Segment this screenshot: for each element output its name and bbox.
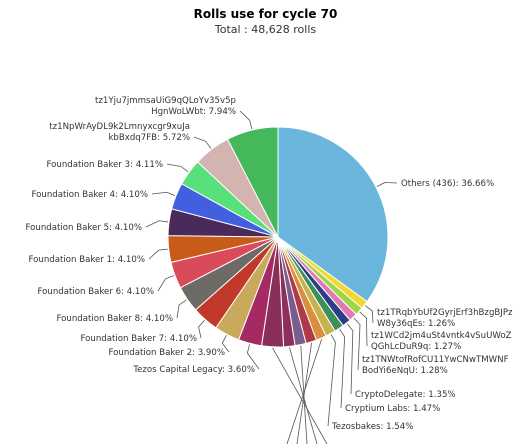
leader-line: [300, 345, 308, 444]
chart-title: Rolls use for cycle 70: [193, 7, 338, 21]
slice-label: Foundation Baker 5: 4.10%: [26, 223, 142, 233]
leader-line: [193, 136, 212, 149]
slice-label: Foundation Baker 8: 4.10%: [57, 314, 173, 324]
leader-line: [353, 317, 361, 371]
slice-label: QGhLcDuR9q: 1.27%: [371, 342, 461, 352]
leader-line: [221, 335, 230, 353]
leader-line: [339, 329, 346, 409]
leader-line: [198, 319, 205, 339]
slice-label: Foundation Baker 4: 4.10%: [32, 190, 148, 200]
slice-label: tz1TNWtofRofCU11YwCNwTMWNF: [362, 355, 509, 365]
slice-label: W8y36qEs: 1.26%: [377, 319, 455, 329]
slice-label: CryptoDelegate: 1.35%: [355, 390, 456, 400]
chart-subtitle: Total : 48,628 rolls: [214, 23, 317, 36]
slice-label: tz1Yju7jmmsaUiG9qQLoYv35v5p: [95, 96, 236, 106]
slice-label: Foundation Baker 7: 4.10%: [81, 334, 197, 344]
leader-line: [365, 305, 374, 324]
slice-label: BodYi6eNqU: 1.28%: [362, 366, 448, 376]
slice-label: tz1NpWrAyDL9k2Lmnyxcgr9xuJa: [49, 122, 190, 132]
leader-line: [346, 323, 354, 395]
leader-line: [327, 334, 336, 427]
leader-line: [376, 182, 398, 187]
slice-label: kbBxdq7FB: 5.72%: [108, 133, 190, 143]
leader-line: [272, 347, 328, 444]
slice-label: tz1TRqbYbUf2GyrjErf3hBzgBJPz: [377, 308, 513, 318]
slice-label: Foundation Baker 6: 4.10%: [38, 287, 154, 297]
leader-line: [176, 299, 187, 319]
slice-label: Foundation Baker 3: 4.11%: [47, 160, 163, 170]
leader-line: [289, 347, 318, 444]
leader-line: [359, 311, 368, 347]
slice-label: tz1WCd2jm4uSt4vntk4vSuUWoZ: [371, 331, 512, 341]
slice-label: Tezos Capital Legacy: 3.60%: [132, 365, 255, 375]
pie-slice[interactable]: [226, 126, 279, 238]
leader-line: [157, 275, 175, 292]
slice-label: Foundation Baker 2: 3.90%: [109, 348, 225, 358]
leader-line: [145, 220, 169, 228]
slice-label: Tezosbakes: 1.54%: [331, 422, 413, 432]
slice-label: Others (436): 36.66%: [401, 179, 494, 189]
leader-line: [166, 163, 189, 173]
slice-label: HgnWoLWbt: 7.94%: [151, 107, 236, 117]
leader-line: [239, 110, 253, 130]
leader-line: [151, 191, 176, 196]
slice-label: Cryptium Labs: 1.47%: [345, 404, 440, 414]
pie-slice[interactable]: [277, 126, 389, 303]
leader-line: [246, 344, 260, 370]
leader-line: [148, 248, 168, 260]
slice-label: Foundation Baker 1: 4.10%: [29, 255, 145, 265]
leader-line: [296, 342, 312, 444]
